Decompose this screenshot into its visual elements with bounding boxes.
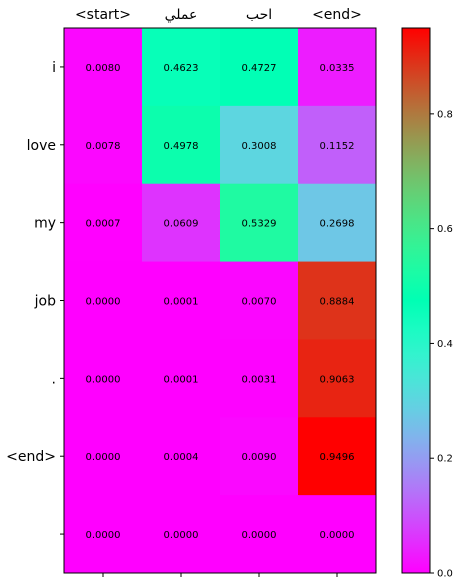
cell-value-label: 0.0000 xyxy=(242,530,277,541)
heatmap-cell xyxy=(142,105,221,185)
cell-value-label: 0.0001 xyxy=(164,297,199,308)
x-axis-ticks: <start> عملي احب <end> xyxy=(75,7,362,577)
colorbar-tick-label: 0.8 xyxy=(437,109,453,120)
cell-value-label: 0.4623 xyxy=(164,63,199,74)
cell-value-label: 0.1152 xyxy=(320,141,355,152)
heatmap-cell xyxy=(64,495,143,574)
heatmap-cell xyxy=(220,105,299,185)
cell-value-label: 0.0000 xyxy=(86,452,121,463)
heatmap-cell xyxy=(64,417,143,496)
cell-value-label: 0.0609 xyxy=(164,219,199,230)
cell-value-label: 0.2698 xyxy=(320,219,355,230)
x-tick-label: <start> xyxy=(75,7,131,23)
cell-value-label: 0.0000 xyxy=(86,530,121,541)
x-tick-label: <end> xyxy=(312,7,362,23)
heatmap-cell xyxy=(220,28,299,107)
heatmap-cell xyxy=(220,417,299,496)
cell-value-label: 0.0000 xyxy=(86,297,121,308)
colorbar-tick-label: 0.0 xyxy=(437,569,453,580)
y-tick-label: . xyxy=(52,371,56,387)
heatmap-cell xyxy=(142,495,221,574)
cell-value-label: 0.4727 xyxy=(242,63,277,74)
heatmap-cell xyxy=(298,339,377,418)
cell-value-label: 0.0031 xyxy=(242,374,277,385)
heatmap-cell xyxy=(298,495,377,574)
heatmap-cell xyxy=(220,339,299,418)
heatmap-cell xyxy=(142,339,221,418)
heatmap-cell-labels: 0.0080 0.4623 0.4727 0.0335 0.0078 0.4978 0.30… xyxy=(86,63,355,541)
colorbar-tick-label: 0.2 xyxy=(437,454,453,465)
heatmap-cell xyxy=(64,28,143,107)
colorbar-ticks: 0.0 0.2 0.4 0.6 0.8 xyxy=(430,109,453,580)
heatmap-cell xyxy=(298,28,377,107)
cell-value-label: 0.0335 xyxy=(320,63,355,74)
y-tick-label: i xyxy=(52,60,56,76)
y-axis-ticks: i love my job. <end> xyxy=(6,60,64,535)
cell-value-label: 0.4978 xyxy=(164,141,199,152)
cell-value-label: 0.8884 xyxy=(320,297,355,308)
cell-value-label: 0.9496 xyxy=(320,452,355,463)
heatmap-cell xyxy=(298,183,377,263)
y-tick-label: love xyxy=(27,138,56,154)
colorbar-tick-label: 0.6 xyxy=(437,224,453,235)
heatmap-cell xyxy=(64,105,143,185)
cell-value-label: 0.0000 xyxy=(164,530,199,541)
y-tick-label: my xyxy=(34,216,56,232)
heatmap-cell xyxy=(142,183,221,263)
x-tick-label: عملي xyxy=(165,7,198,23)
y-tick-label: <end> xyxy=(6,449,56,465)
cell-value-label: 0.0000 xyxy=(86,374,121,385)
heatmap-cell xyxy=(64,183,143,263)
cell-value-label: 0.0007 xyxy=(86,219,121,230)
cell-value-label: 0.0078 xyxy=(86,141,121,152)
cell-value-label: 0.0001 xyxy=(164,374,199,385)
heatmap-cell xyxy=(298,105,377,185)
heatmap-cell xyxy=(298,261,377,340)
cell-value-label: 0.0004 xyxy=(164,452,199,463)
heatmap-cell xyxy=(64,339,143,418)
heatmap-cell xyxy=(220,183,299,263)
cell-value-label: 0.5329 xyxy=(242,219,277,230)
colorbar-tick-label: 0.4 xyxy=(437,339,453,350)
cell-value-label: 0.0000 xyxy=(320,530,355,541)
cell-value-label: 0.0070 xyxy=(242,297,277,308)
cell-value-label: 0.3008 xyxy=(242,141,277,152)
heatmap-cell xyxy=(298,417,377,496)
heatmap-cell xyxy=(142,417,221,496)
x-tick-label: احب xyxy=(246,7,272,23)
heatmap-cell xyxy=(142,261,221,340)
y-tick-label: job xyxy=(34,294,56,310)
heatmap-cell xyxy=(64,261,143,340)
cell-value-label: 0.9063 xyxy=(320,374,355,385)
heatmap-cell xyxy=(142,28,221,107)
cell-value-label: 0.0080 xyxy=(86,63,121,74)
heatmap-cell xyxy=(220,261,299,340)
heatmap-cell xyxy=(220,495,299,574)
heatmap-cells xyxy=(64,28,377,574)
colorbar xyxy=(401,27,431,574)
cell-value-label: 0.0090 xyxy=(242,452,277,463)
